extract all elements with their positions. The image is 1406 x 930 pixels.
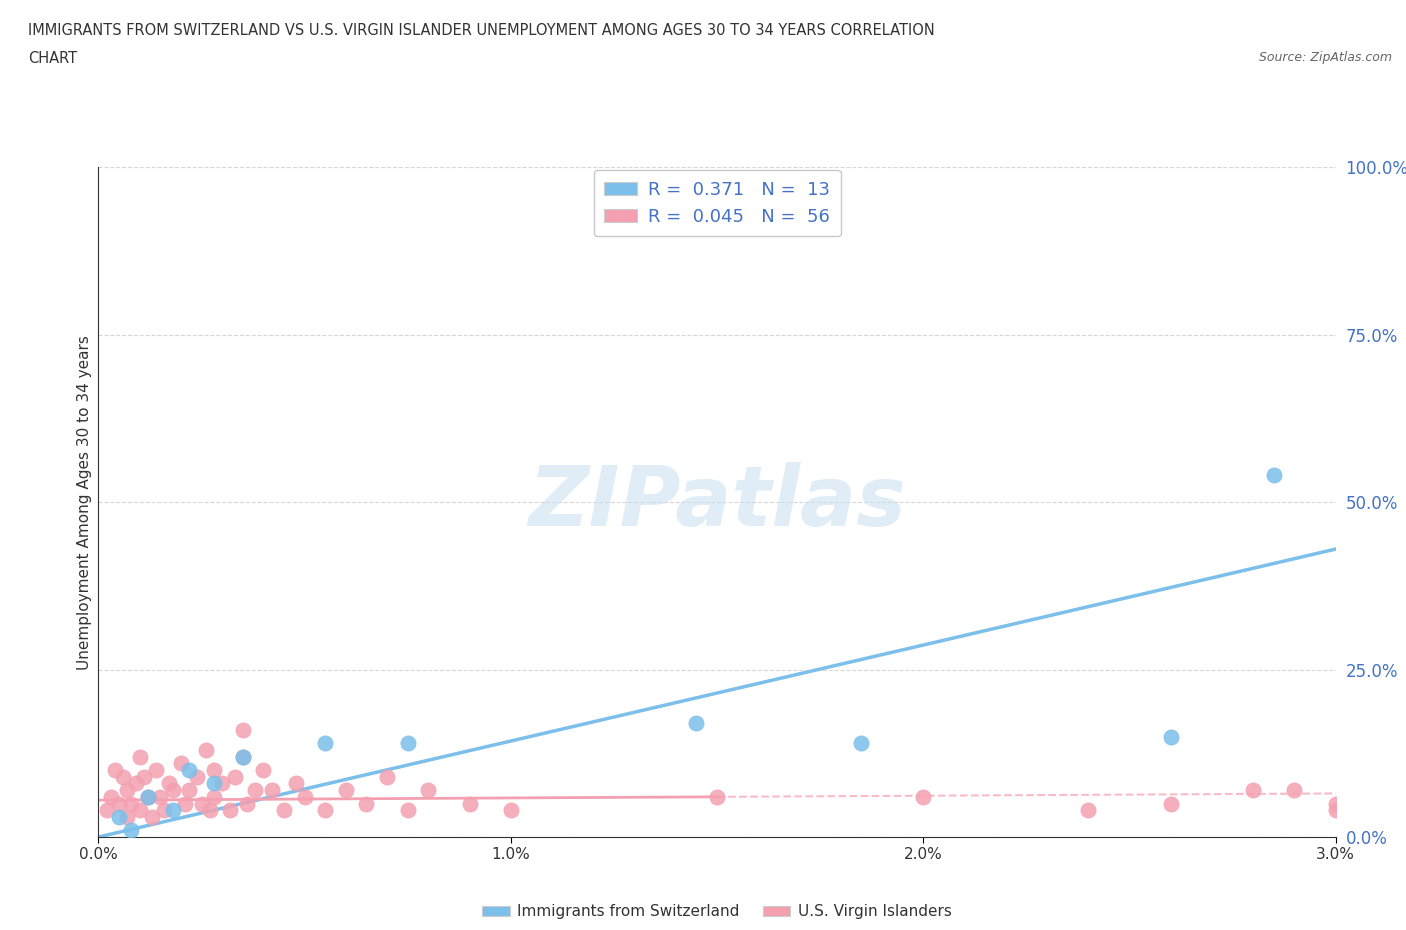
Point [132, 769, 155, 784]
Point [194, 742, 217, 757]
Point [499, 803, 522, 817]
Point [236, 796, 259, 811]
Point [162, 783, 184, 798]
Text: IMMIGRANTS FROM SWITZERLAND VS U.S. VIRGIN ISLANDER UNEMPLOYMENT AMONG AGES 30 T: IMMIGRANTS FROM SWITZERLAND VS U.S. VIRG… [28, 23, 935, 38]
Point [335, 783, 357, 798]
Point [124, 776, 146, 790]
Point [1160, 796, 1182, 811]
Point [273, 803, 295, 817]
Point [120, 796, 142, 811]
Point [100, 790, 122, 804]
Point [96, 803, 118, 817]
Point [179, 783, 201, 798]
Point [294, 790, 316, 804]
Point [314, 803, 336, 817]
Point [252, 763, 274, 777]
Point [136, 790, 159, 804]
Point [202, 790, 225, 804]
Point [1263, 468, 1285, 483]
Point [1324, 796, 1347, 811]
Point [157, 776, 180, 790]
Legend: Immigrants from Switzerland, U.S. Virgin Islanders: Immigrants from Switzerland, U.S. Virgin… [477, 898, 957, 925]
Point [706, 790, 728, 804]
Point [128, 750, 150, 764]
Point [117, 783, 139, 798]
Point [396, 803, 419, 817]
Point [224, 769, 246, 784]
Point [232, 750, 254, 764]
Point [314, 736, 336, 751]
Point [186, 769, 208, 784]
Point [136, 790, 159, 804]
Point [396, 736, 419, 751]
Point [108, 796, 131, 811]
Point [232, 750, 254, 764]
Point [149, 790, 172, 804]
Point [375, 769, 398, 784]
Point [145, 763, 167, 777]
Point [685, 716, 707, 731]
Point [458, 796, 481, 811]
Text: ZIPatlas: ZIPatlas [529, 461, 905, 543]
Point [190, 796, 212, 811]
Point [170, 756, 193, 771]
Point [141, 809, 163, 824]
Point [104, 763, 127, 777]
Point [418, 783, 440, 798]
Point [356, 796, 378, 811]
Point [243, 783, 266, 798]
Point [112, 769, 135, 784]
Point [211, 776, 233, 790]
Point [219, 803, 242, 817]
Point [117, 809, 139, 824]
Point [232, 723, 254, 737]
Point [179, 763, 201, 777]
Point [202, 763, 225, 777]
Point [128, 803, 150, 817]
Y-axis label: Unemployment Among Ages 30 to 34 years: Unemployment Among Ages 30 to 34 years [77, 335, 91, 670]
Point [162, 803, 184, 817]
Point [153, 803, 176, 817]
Point [1324, 803, 1347, 817]
Point [851, 736, 873, 751]
Point [285, 776, 308, 790]
Point [1241, 783, 1264, 798]
Point [120, 823, 142, 838]
Point [912, 790, 935, 804]
Point [174, 796, 197, 811]
Text: CHART: CHART [28, 51, 77, 66]
Point [1077, 803, 1099, 817]
Point [202, 776, 225, 790]
Point [108, 809, 131, 824]
Point [1160, 729, 1182, 744]
Point [198, 803, 221, 817]
Text: Source: ZipAtlas.com: Source: ZipAtlas.com [1258, 51, 1392, 64]
Point [1284, 783, 1306, 798]
Point [260, 783, 283, 798]
